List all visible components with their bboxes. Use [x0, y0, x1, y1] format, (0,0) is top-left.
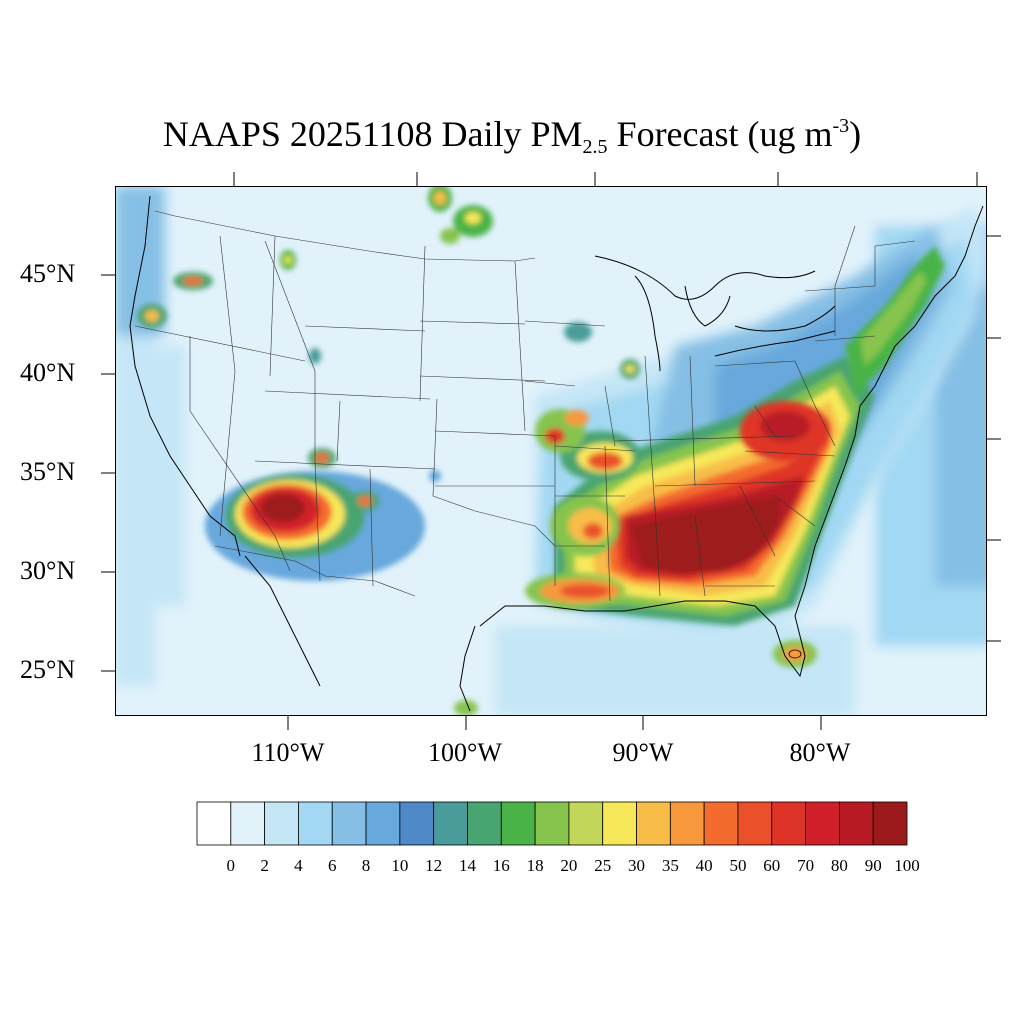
- lat-label-40: 40°N: [20, 358, 76, 387]
- colorbar-swatch: [703, 801, 739, 846]
- gulf-coast-plume: [525, 573, 625, 609]
- colorbar: [196, 801, 908, 846]
- colorbar-swatch: [230, 801, 266, 846]
- colorbar-swatch: [399, 801, 435, 846]
- missouri-plume: [535, 409, 640, 481]
- colorbar-tick-label: 2: [260, 856, 269, 875]
- coastlines: [129, 195, 984, 712]
- colorbar-swatch: [872, 801, 908, 846]
- colorbar-swatch: [534, 801, 570, 846]
- lon-label-80w: 80°W: [789, 738, 851, 767]
- appalachia-plume: [740, 401, 830, 461]
- colorbar-tick-label: 50: [729, 856, 747, 875]
- map-frame: [115, 186, 987, 716]
- colorbar-tick-label: 70: [797, 856, 815, 875]
- lat-label-35: 35°N: [20, 457, 76, 486]
- florida-plume: [773, 640, 817, 668]
- colorbar-swatch: [365, 801, 401, 846]
- lon-label-90w: 90°W: [612, 738, 674, 767]
- colorbar-swatch: [771, 801, 806, 846]
- colorbar-swatch: [636, 801, 671, 846]
- lat-label-25: 25°N: [20, 655, 76, 684]
- colorbar-swatch: [298, 801, 333, 846]
- fire-spots: [137, 186, 640, 716]
- colorbar-swatch: [467, 801, 502, 846]
- colorbar-swatch: [838, 801, 874, 846]
- colorbar-swatch: [331, 801, 367, 846]
- colorbar-tick-label: 12: [425, 856, 443, 875]
- state-borders: [134, 210, 916, 602]
- colorbar-swatch: [669, 801, 705, 846]
- colorbar-tick-label: 6: [327, 856, 337, 875]
- colorbar-tick-label: 10: [391, 856, 409, 875]
- colorbar-swatch: [805, 801, 840, 846]
- lon-label-100w: 100°W: [428, 738, 502, 767]
- colorbar-tick-label: 0: [226, 856, 236, 875]
- colorbar-swatch: [264, 801, 299, 846]
- colorbar-swatch: [196, 801, 232, 846]
- colorbar-tick-label: 4: [294, 856, 303, 875]
- colorbar-swatch: [602, 801, 637, 846]
- colorbar-tick-label: 16: [492, 856, 510, 875]
- colorbar-tick-label: 35: [661, 856, 679, 875]
- colorbar-tick-label: 90: [864, 856, 882, 875]
- colorbar-swatch: [433, 801, 468, 846]
- colorbar-tick-label: 60: [763, 856, 781, 875]
- colorbar-swatch: [568, 801, 604, 846]
- lon-label-110w: 110°W: [251, 738, 325, 767]
- lat-label-45: 45°N: [20, 259, 76, 288]
- pm25-map: [115, 172, 987, 716]
- colorbar-swatch: [500, 801, 536, 846]
- colorbar-tick-label: 14: [458, 856, 476, 875]
- colorbar-tick-label: 25: [594, 856, 612, 875]
- colorbar-tick-label: 18: [526, 856, 544, 875]
- colorbar-tick-label: 40: [695, 856, 713, 875]
- colorbar-tick-label: 30: [628, 856, 646, 875]
- colorbar-tick-label: 20: [560, 856, 578, 875]
- colorbar-swatch: [737, 801, 773, 846]
- lat-label-30: 30°N: [20, 556, 76, 585]
- colorbar-tick-label: 80: [830, 856, 848, 875]
- colorbar-tick-label: 100: [894, 856, 920, 875]
- colorbar-tick-label: 8: [361, 856, 371, 875]
- map-title: NAAPS 20251108 Daily PM2.5 Forecast (ug …: [162, 114, 862, 158]
